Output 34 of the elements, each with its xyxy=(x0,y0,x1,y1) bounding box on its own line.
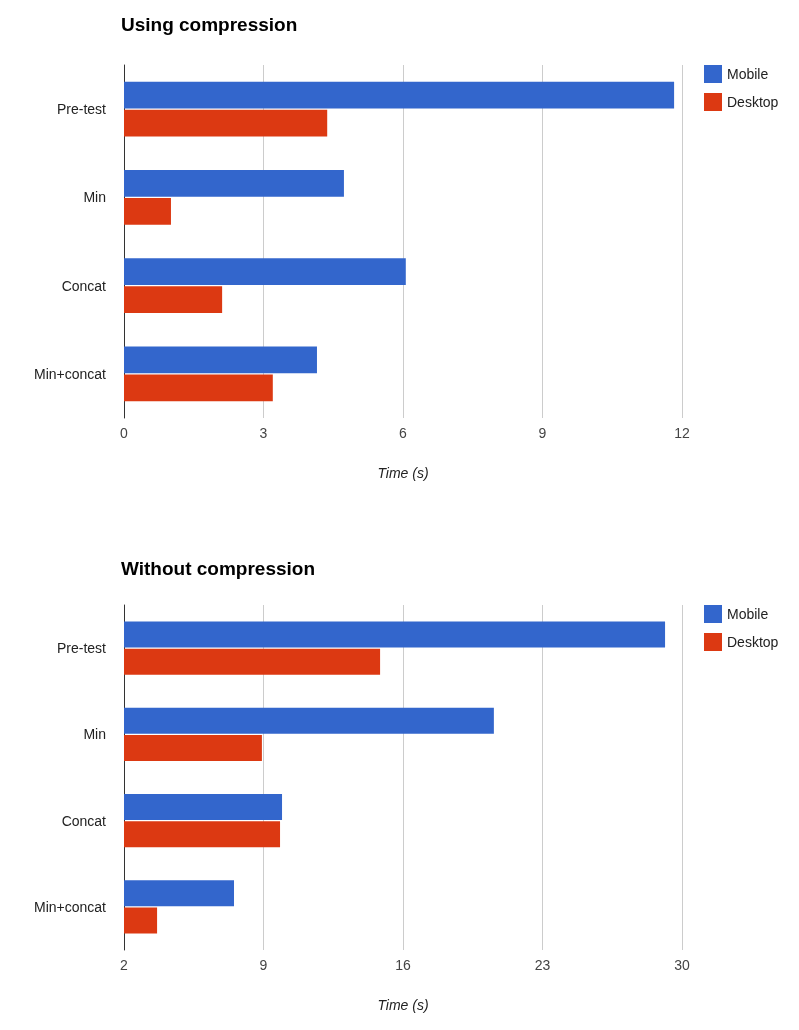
y-tick-label: Pre-test xyxy=(56,101,107,118)
x-tick-label: 16 xyxy=(395,957,411,973)
x-axis-title: Time (s) xyxy=(377,997,429,1013)
bar xyxy=(124,197,171,225)
y-tick-label: Min xyxy=(83,189,106,206)
y-tick-label: Concat xyxy=(61,812,107,829)
x-tick-label: 6 xyxy=(399,425,408,441)
chart-title: Using compression xyxy=(121,14,298,35)
y-tick-label: Min xyxy=(83,726,106,743)
y-tick-label: Min+concat xyxy=(34,898,107,915)
legend-label: Desktop xyxy=(727,634,779,650)
legend-label: Mobile xyxy=(727,606,769,622)
x-axis-title: Time (s) xyxy=(377,465,429,481)
x-tick-label: 3 xyxy=(259,425,268,441)
x-tick-label: 2 xyxy=(120,957,129,973)
bar xyxy=(124,258,406,286)
x-tick-label: 30 xyxy=(674,957,690,973)
bar xyxy=(124,109,328,137)
bar xyxy=(124,286,223,313)
bar xyxy=(124,374,273,402)
legend-label: Desktop xyxy=(727,94,779,110)
x-tick-label: 23 xyxy=(534,957,551,973)
bar xyxy=(124,81,675,109)
x-tick-label: 0 xyxy=(120,425,129,441)
x-tick-label: 9 xyxy=(538,425,547,441)
bar xyxy=(124,170,344,197)
y-tick-label: Concat xyxy=(61,277,107,294)
x-tick-label: 9 xyxy=(259,957,268,973)
x-tick-label: 12 xyxy=(674,425,690,441)
legend-label: Mobile xyxy=(727,66,769,82)
bar xyxy=(124,346,317,374)
y-tick-label: Pre-test xyxy=(56,640,107,657)
y-tick-label: Min+concat xyxy=(34,365,107,382)
chart-title: Without compression xyxy=(121,558,316,579)
